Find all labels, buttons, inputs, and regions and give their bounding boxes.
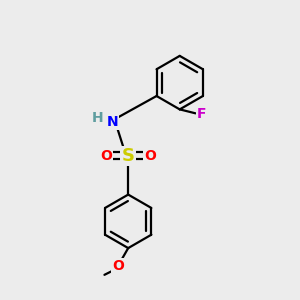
Text: O: O xyxy=(144,149,156,163)
Text: F: F xyxy=(197,107,206,121)
Text: S: S xyxy=(122,147,135,165)
Text: O: O xyxy=(100,149,112,163)
Text: N: N xyxy=(106,115,118,129)
Text: H: H xyxy=(92,111,103,125)
Text: O: O xyxy=(112,259,124,273)
